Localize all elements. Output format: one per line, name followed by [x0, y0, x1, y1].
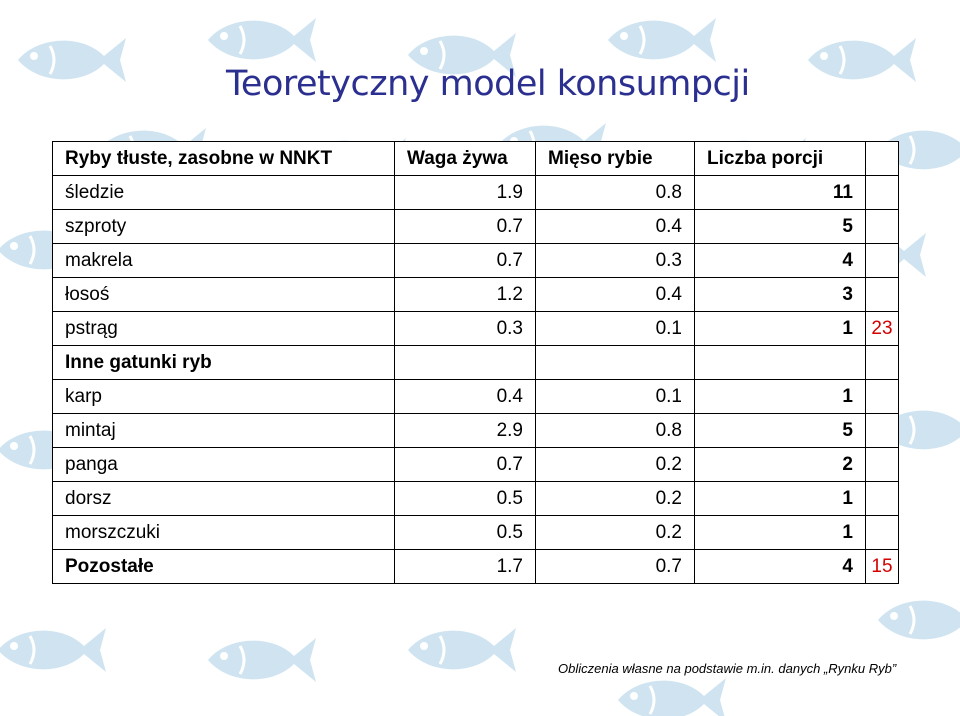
live-weight-cell: 1.9 [394, 175, 536, 210]
portions-cell: 11 [694, 175, 866, 210]
fish-meat-cell: 0.2 [535, 447, 695, 482]
portions-cell: 4 [694, 549, 866, 584]
portions-cell: 5 [694, 413, 866, 448]
live-weight-cell: 0.7 [394, 447, 536, 482]
live-weight-cell: 0.4 [394, 379, 536, 414]
source-footnote: Obliczenia własne na podstawie m.in. dan… [558, 661, 897, 676]
fish-meat-cell: 0.8 [535, 413, 695, 448]
portions-cell: 3 [694, 277, 866, 312]
fish-meat-cell: 0.4 [535, 277, 695, 312]
live-weight-cell: 0.5 [394, 515, 536, 550]
portions-cell: 1 [694, 515, 866, 550]
table-row: szproty 0.7 0.4 5 [52, 209, 899, 244]
table-row: karp 0.4 0.1 1 [52, 379, 899, 414]
total-cell [865, 515, 899, 550]
section-label-cell: Inne gatunki ryb [52, 345, 395, 380]
species-cell: dorsz [52, 481, 395, 516]
table-row: łosoś 1.2 0.4 3 [52, 277, 899, 312]
page-title: Teoretyczny model konsumpcji [226, 64, 750, 104]
live-weight-cell: 0.3 [394, 311, 536, 346]
header-cell: Mięso rybie [535, 141, 695, 176]
total-cell: 23 [865, 311, 899, 346]
live-weight-cell: 1.7 [394, 549, 536, 584]
species-cell: Pozostałe [52, 549, 395, 584]
total-cell [865, 413, 899, 448]
portions-cell: 5 [694, 209, 866, 244]
species-cell: panga [52, 447, 395, 482]
total-cell [865, 209, 899, 244]
live-weight-cell: 0.7 [394, 243, 536, 278]
species-cell: morszczuki [52, 515, 395, 550]
table-row: morszczuki 0.5 0.2 1 [52, 515, 899, 550]
live-weight-cell: 2.9 [394, 413, 536, 448]
table-header-row: Ryby tłuste, zasobne w NNKT Waga żywa Mi… [52, 141, 899, 176]
portions-cell: 4 [694, 243, 866, 278]
portions-cell [694, 345, 866, 380]
table-row: mintaj 2.9 0.8 5 [52, 413, 899, 448]
portions-cell: 1 [694, 481, 866, 516]
total-cell [865, 379, 899, 414]
live-weight-cell: 0.5 [394, 481, 536, 516]
total-cell [865, 277, 899, 312]
fish-meat-cell: 0.8 [535, 175, 695, 210]
fish-meat-cell: 0.1 [535, 311, 695, 346]
total-cell [865, 175, 899, 210]
table-row: śledzie 1.9 0.8 11 [52, 175, 899, 210]
species-cell: szproty [52, 209, 395, 244]
total-cell [865, 345, 899, 380]
live-weight-cell: 0.7 [394, 209, 536, 244]
table-row: makrela 0.7 0.3 4 [52, 243, 899, 278]
header-cell [865, 141, 899, 176]
live-weight-cell [394, 345, 536, 380]
table-row: dorsz 0.5 0.2 1 [52, 481, 899, 516]
fish-consumption-table: Ryby tłuste, zasobne w NNKT Waga żywa Mi… [52, 141, 899, 584]
table-row: pstrąg 0.3 0.1 1 23 [52, 311, 899, 346]
total-cell [865, 481, 899, 516]
species-cell: makrela [52, 243, 395, 278]
fish-meat-cell: 0.3 [535, 243, 695, 278]
fish-meat-cell: 0.4 [535, 209, 695, 244]
fish-meat-cell: 0.2 [535, 515, 695, 550]
table-row: Inne gatunki ryb [52, 345, 899, 380]
species-cell: karp [52, 379, 395, 414]
header-cell: Ryby tłuste, zasobne w NNKT [52, 141, 395, 176]
total-cell [865, 447, 899, 482]
fish-meat-cell: 0.1 [535, 379, 695, 414]
fish-meat-cell [535, 345, 695, 380]
species-cell: mintaj [52, 413, 395, 448]
portions-cell: 1 [694, 311, 866, 346]
portions-cell: 1 [694, 379, 866, 414]
species-cell: łosoś [52, 277, 395, 312]
portions-cell: 2 [694, 447, 866, 482]
header-cell: Waga żywa [394, 141, 536, 176]
fish-meat-cell: 0.2 [535, 481, 695, 516]
species-cell: śledzie [52, 175, 395, 210]
live-weight-cell: 1.2 [394, 277, 536, 312]
fish-meat-cell: 0.7 [535, 549, 695, 584]
total-cell [865, 243, 899, 278]
table-row: panga 0.7 0.2 2 [52, 447, 899, 482]
table-row: Pozostałe 1.7 0.7 4 15 [52, 549, 899, 584]
total-cell: 15 [865, 549, 899, 584]
header-cell: Liczba porcji [694, 141, 866, 176]
species-cell: pstrąg [52, 311, 395, 346]
